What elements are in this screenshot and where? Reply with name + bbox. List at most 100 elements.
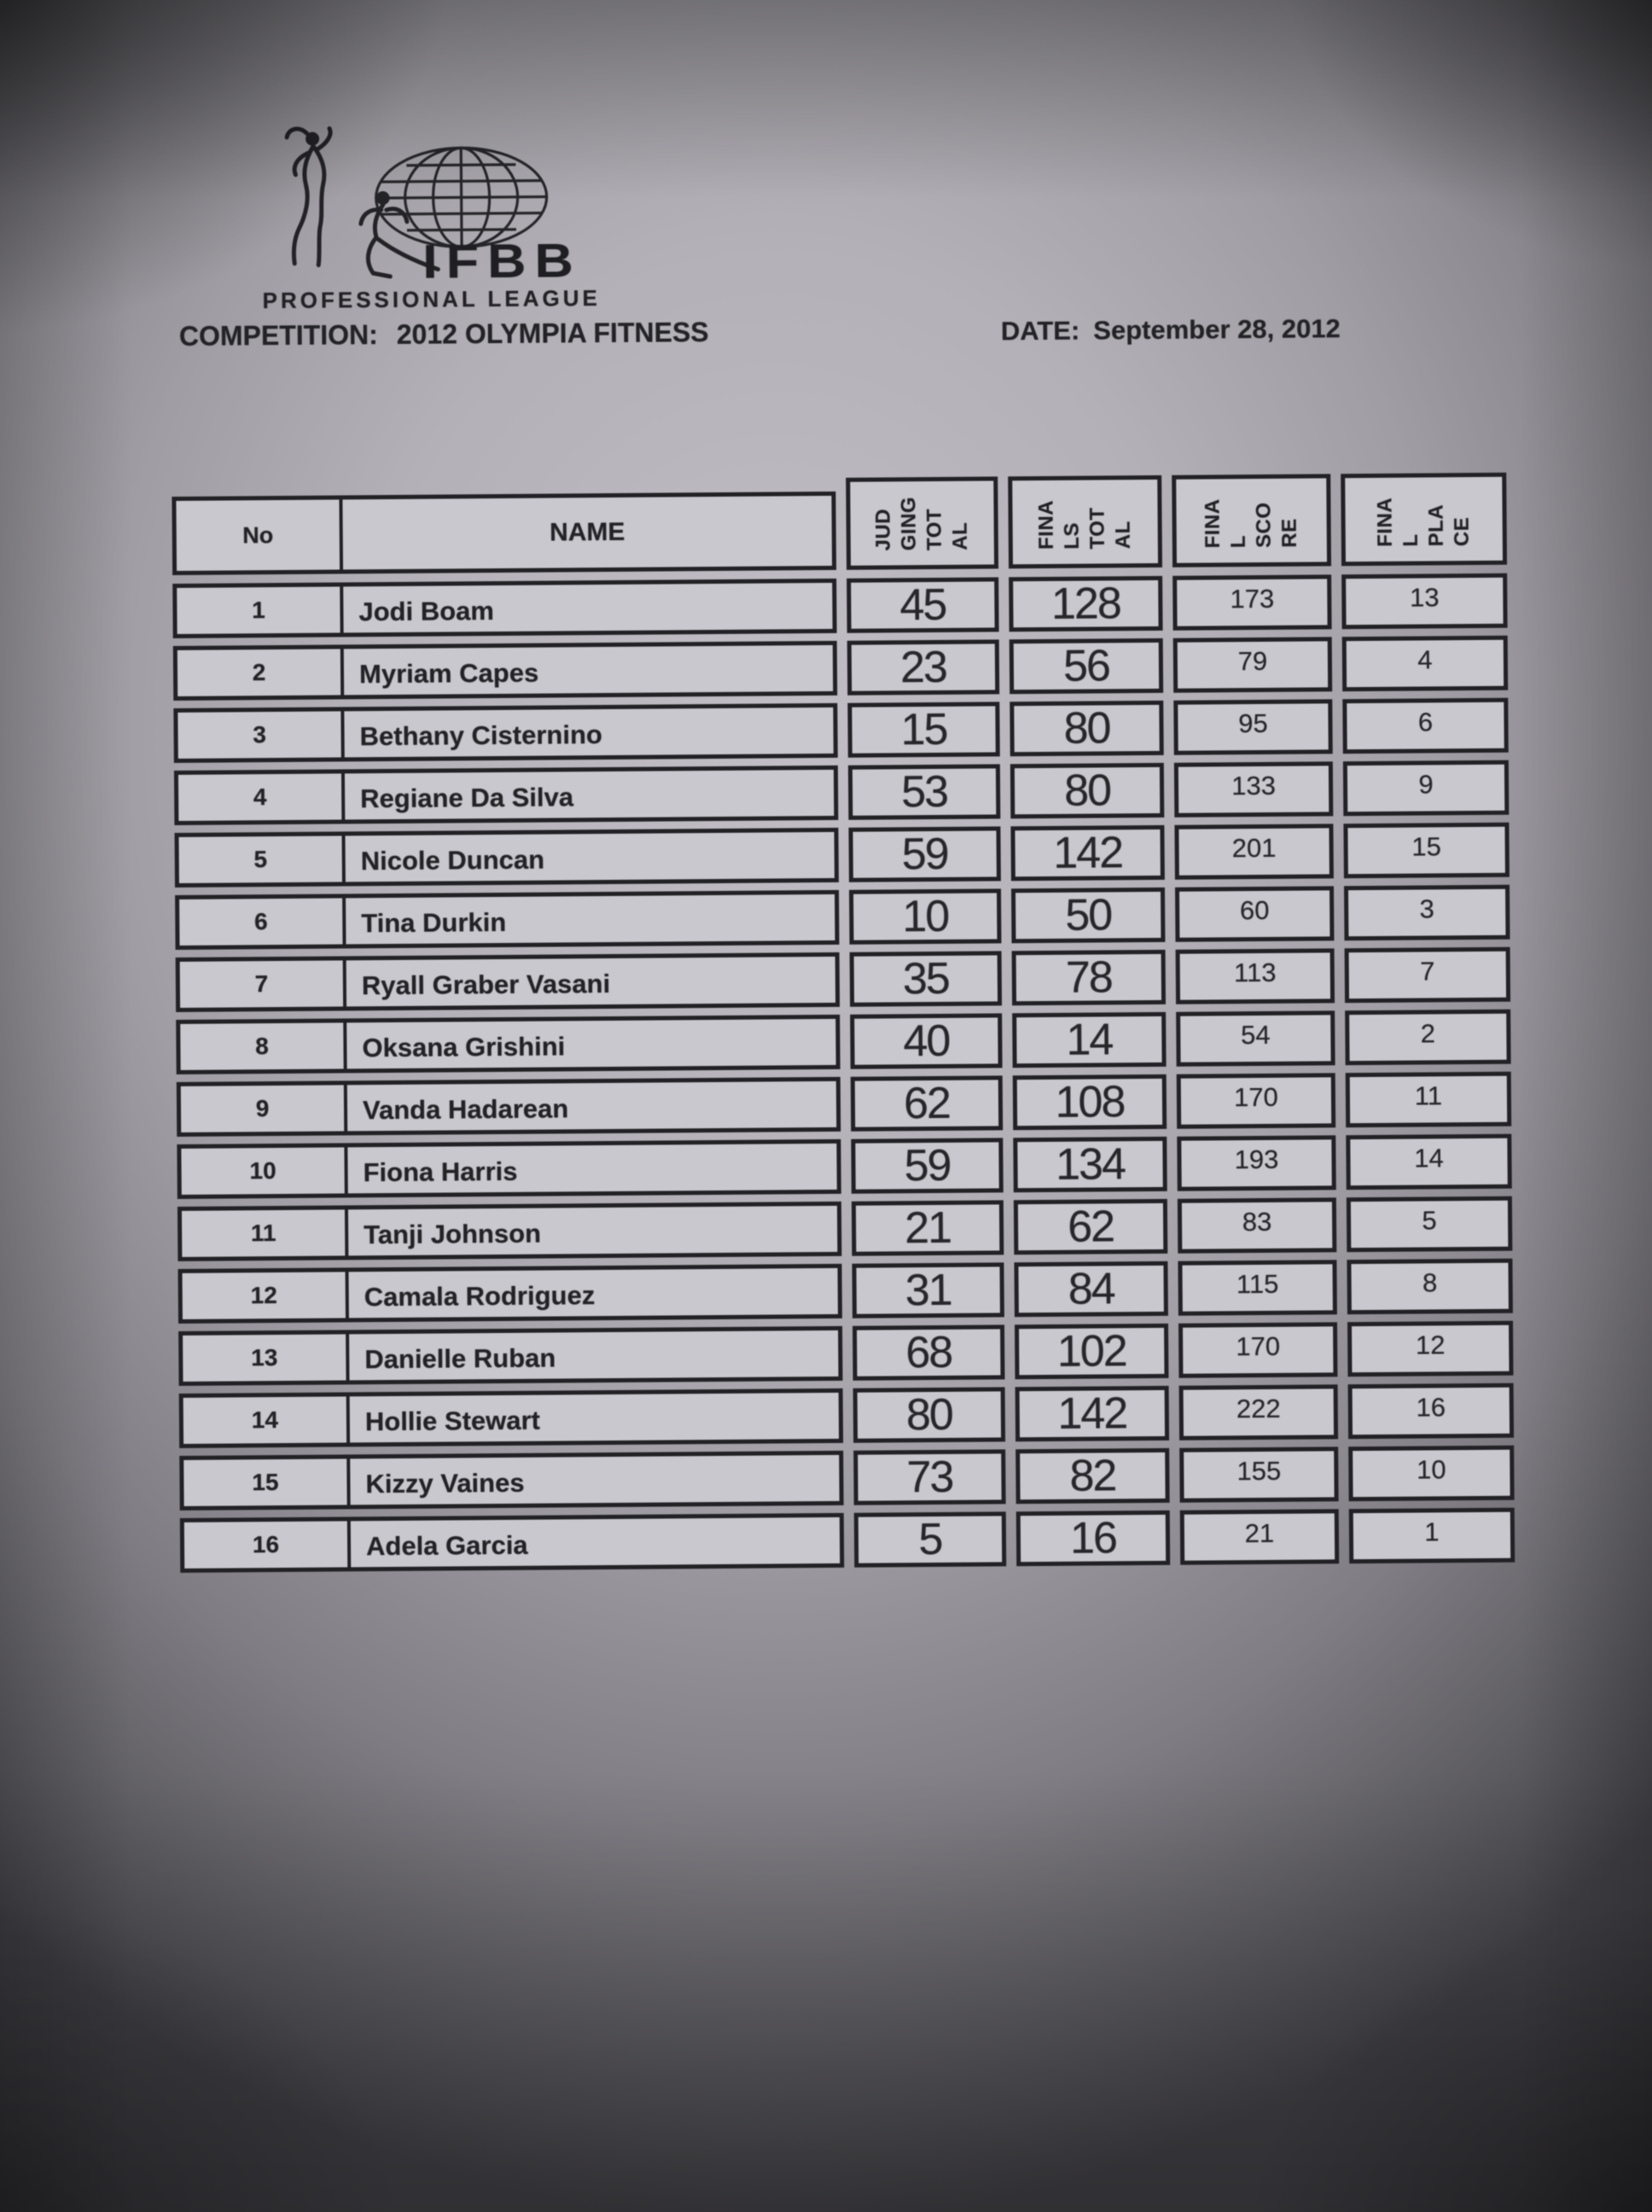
row-final-score: 170 [1178,1322,1338,1378]
row-name: Regiane Da Silva [360,782,574,814]
row-judging-total: 80 [852,1387,1006,1443]
table-row: 8 Oksana Grishini 40 14 54 2 [176,1009,1515,1074]
row-name: Tanji Johnson [364,1218,542,1250]
table-row: 3 Bethany Cisternino 15 80 95 6 [173,697,1513,763]
row-no-name-box: 9 Vanda Hadarean [176,1076,841,1137]
table-row: 7 Ryall Graber Vasani 35 78 113 7 [175,946,1515,1012]
table-row: 14 Hollie Stewart 80 142 222 16 [178,1382,1519,1448]
row-name: Fiona Harris [363,1155,518,1188]
row-final-score: 83 [1177,1197,1337,1254]
row-no-name-box: 13 Danielle Ruban [178,1325,843,1386]
row-no-name-box: 6 Tina Durkin [175,889,840,950]
date-value: September 28, 2012 [1093,313,1341,346]
table-row: 4 Regiane Da Silva 53 80 133 9 [173,760,1514,825]
row-final-score: 170 [1176,1073,1336,1129]
row-no-name-box: 3 Bethany Cisternino [173,702,838,763]
col-header-final-place: FINAL PLACE [1341,472,1508,567]
table-row: 11 Tanji Johnson 21 62 83 5 [177,1196,1517,1261]
row-name: Tina Durkin [361,906,507,939]
competition-value: 2012 OLYMPIA FITNESS [396,317,709,350]
row-finals-total: 80 [1009,762,1165,819]
row-finals-total: 128 [1009,575,1163,632]
table-row: 16 Adela Garcia 5 16 21 1 [179,1507,1520,1573]
row-no-name-box: 7 Ryall Graber Vasani [175,952,841,1012]
row-finals-total: 134 [1013,1136,1167,1193]
row-judging-total: 73 [853,1449,1006,1505]
row-no: 16 [183,1521,352,1569]
row-final-place: 16 [1347,1382,1515,1440]
row-no: 8 [180,1022,347,1070]
row-final-score: 173 [1172,574,1332,631]
row-final-score: 133 [1173,761,1334,818]
row-finals-total: 62 [1013,1198,1168,1255]
row-no: 10 [181,1147,348,1195]
row-no-name-box: 8 Oksana Grishini [176,1014,841,1074]
row-judging-total: 59 [848,826,1001,882]
row-finals-total: 50 [1011,887,1166,944]
row-final-score: 193 [1177,1135,1336,1191]
row-final-place: 12 [1347,1320,1514,1377]
row-judging-total: 40 [850,1013,1003,1069]
row-finals-total: 78 [1011,949,1166,1006]
date-label: DATE: [1000,315,1080,346]
col-header-no: No [176,499,344,571]
row-no: 7 [179,960,347,1008]
row-finals-total: 84 [1014,1260,1168,1318]
row-final-place: 6 [1342,697,1509,754]
row-final-place: 1 [1348,1507,1515,1564]
row-final-score: 54 [1176,1010,1335,1067]
row-final-place: 4 [1341,635,1509,692]
table-row: 1 Jodi Boam 45 128 173 13 [172,573,1512,639]
row-finals-total: 56 [1009,637,1164,695]
row-final-score: 79 [1172,637,1333,693]
row-no-name-box: 10 Fiona Harris [177,1138,841,1199]
row-name: Jodi Boam [358,596,495,627]
row-final-score: 201 [1174,824,1334,880]
row-final-place: 10 [1348,1445,1515,1502]
competition-label: COMPETITION: [178,319,378,352]
row-final-place: 13 [1341,573,1508,630]
row-final-place: 3 [1344,884,1510,941]
row-judging-total: 59 [851,1138,1003,1194]
competition-line: COMPETITION: 2012 OLYMPIA FITNESS [179,317,709,352]
row-final-score: 113 [1175,948,1335,1004]
row-name: Oksana Grishini [362,1031,566,1063]
row-finals-total: 80 [1009,700,1164,757]
col-header-name: NAME [549,517,625,547]
table-header-row: No NAME JUDGING TOTAL FINALS TOTAL FINAL… [172,472,1512,576]
col-header-judging-total: JUDGING TOTAL [846,476,999,570]
table-row: 6 Tina Durkin 10 50 60 3 [175,884,1515,950]
row-no-name-box: 15 Kizzy Vaines [179,1450,844,1511]
col-header-final-score: FINAL SCORE [1172,474,1332,568]
row-no-name-box: 11 Tanji Johnson [177,1201,842,1261]
row-finals-total: 16 [1015,1510,1171,1567]
brand-wordmark: IFBB [422,233,583,288]
row-name: Vanda Hadarean [362,1093,569,1126]
row-judging-total: 23 [846,639,1000,696]
col-header-finals-total: FINALS TOTAL [1008,474,1163,569]
row-final-place: 8 [1347,1258,1513,1315]
row-finals-total: 108 [1012,1074,1167,1131]
row-name: Camala Rodriguez [364,1280,596,1313]
row-name: Myriam Capes [358,657,539,690]
ifbb-logo: IFBB PROFESSIONAL LEAGUE [246,118,640,322]
row-no-name-box: 12 Camala Rodriguez [177,1263,842,1324]
row-name: Danielle Ruban [364,1342,556,1375]
date-line: DATE: September 28, 2012 [1001,313,1341,346]
row-final-score: 21 [1179,1509,1340,1565]
row-no-name-box: 5 Nicole Duncan [174,827,839,888]
row-judging-total: 62 [850,1075,1003,1132]
row-no: 4 [177,773,346,821]
row-final-place: 14 [1346,1133,1512,1190]
row-name: Nicole Duncan [360,844,545,876]
row-no-name-box: 4 Regiane Da Silva [173,765,839,825]
row-final-place: 2 [1345,1009,1511,1066]
row-judging-total: 21 [851,1200,1004,1256]
row-judging-total: 5 [853,1511,1007,1568]
results-table: No NAME JUDGING TOTAL FINALS TOTAL FINAL… [172,472,1520,1573]
table-row: 9 Vanda Hadarean 62 108 170 11 [176,1071,1516,1137]
row-name: Adela Garcia [365,1529,528,1562]
row-no: 13 [183,1334,350,1382]
row-no: 14 [183,1396,351,1444]
